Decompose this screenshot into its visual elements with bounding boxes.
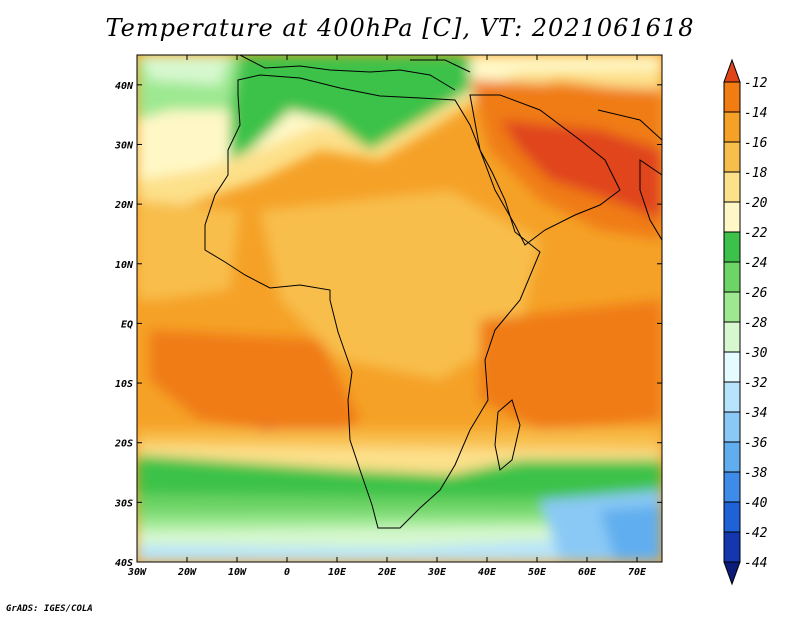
band-sahel — [260, 190, 540, 380]
lon-tick-label: 20E — [377, 567, 397, 578]
africa-outline — [204, 74, 541, 529]
colorbar-segment — [723, 501, 741, 533]
colorbar-segment — [723, 201, 741, 233]
mediterranean-north — [239, 55, 456, 91]
temperature-field — [137, 55, 662, 562]
band-indian-orange — [480, 300, 662, 430]
lat-tick-label: 10N — [115, 260, 134, 271]
lon-tick-label: 50E — [528, 567, 547, 578]
colorbar-label: -14 — [744, 106, 767, 121]
colorbar-segment — [723, 291, 741, 323]
axes: 30W 20W 10W 0 10E 20E 30E 40E 50E 60E 70E 40N 30N 20N… — [114, 55, 662, 578]
colorbar-label: -24 — [744, 256, 767, 271]
black-sea — [410, 59, 471, 73]
lat-tick-label: 40S — [115, 558, 133, 569]
colorbar-segment — [723, 171, 741, 203]
colorbar-label: -44 — [744, 556, 767, 571]
colorbar-segment — [723, 441, 741, 473]
colorbar-bottom-arrow — [723, 561, 741, 586]
band-nw-pale — [140, 55, 230, 85]
colorbar-segment — [723, 141, 741, 173]
lon-tick-label: 20W — [177, 567, 197, 578]
colorbar-segment — [723, 111, 741, 143]
band-south-lightblue — [137, 535, 662, 562]
lon-tick-label: 0 — [284, 567, 290, 578]
colorbar-label: -22 — [744, 226, 768, 241]
colorbar-segment — [723, 231, 741, 263]
lon-tick-label: 60E — [578, 567, 597, 578]
colorbar-label: -20 — [744, 196, 768, 211]
lon-tick-label: 10E — [328, 567, 347, 578]
band-sa-orange — [150, 330, 360, 440]
lat-tick-label: 30N — [114, 140, 134, 151]
lat-tick-label: EQ — [121, 319, 133, 330]
colorbar-label: -28 — [744, 316, 768, 331]
lat-tick-label: 30S — [114, 498, 133, 509]
band-se-deepblue — [600, 505, 662, 560]
colorbar-segment — [723, 531, 741, 563]
colorbar-segment — [723, 81, 741, 113]
plot-frame — [136, 54, 663, 563]
colorbar: -12 -14 -16 -18 -20 -22 -24 -26 -28 -30 -32 -34 -36 -… — [723, 58, 768, 586]
colorbar-segment — [723, 411, 741, 443]
credit-text: GrADS: IGES/COLA — [6, 604, 93, 614]
chart-title: Temperature at 400hPa [C], VT: 202106161… — [105, 14, 695, 42]
lon-tick-label: 70E — [628, 567, 647, 578]
arabia-outline — [469, 94, 621, 246]
coastlines — [204, 55, 662, 529]
india-coast — [639, 159, 662, 241]
lat-tick-label: 10S — [115, 379, 133, 390]
colorbar-label: -12 — [744, 76, 768, 91]
lon-tick-label: 40E — [478, 567, 497, 578]
persia-coast — [597, 109, 662, 141]
colorbar-label: -26 — [744, 286, 768, 301]
lon-tick-label: 10W — [228, 567, 247, 578]
colorbar-segment — [723, 321, 741, 353]
colorbar-label: -42 — [744, 526, 768, 541]
colorbar-label: -30 — [744, 346, 768, 361]
colorbar-label: -40 — [744, 496, 768, 511]
colorbar-label: -38 — [744, 466, 768, 481]
colorbar-label: -18 — [744, 166, 768, 181]
band-mideast-red — [500, 120, 662, 220]
colorbar-segment — [723, 471, 741, 503]
band-north-green — [230, 55, 470, 160]
colorbar-segment — [723, 351, 741, 383]
colorbar-top-arrow — [723, 58, 741, 83]
band-west-atlantic — [137, 200, 240, 300]
lon-tick-label: 30E — [427, 567, 447, 578]
lon-tick-label: 30W — [127, 567, 147, 578]
colorbar-label: -16 — [744, 136, 768, 151]
madagascar-outline — [494, 399, 521, 471]
colorbar-segment — [723, 381, 741, 413]
lat-tick-label: 20S — [114, 439, 133, 450]
colorbar-label: -32 — [744, 376, 768, 391]
colorbar-label: -36 — [744, 436, 768, 451]
lat-tick-label: 40N — [115, 81, 134, 92]
colorbar-segment — [723, 261, 741, 293]
colorbar-label: -34 — [744, 406, 767, 421]
lat-tick-label: 20N — [114, 200, 134, 211]
